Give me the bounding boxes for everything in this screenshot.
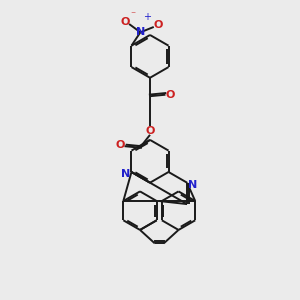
Text: O: O [166,90,175,100]
Text: O: O [146,126,155,136]
Text: N: N [188,180,197,190]
Text: O: O [153,20,163,30]
Text: +: + [143,12,151,22]
Text: ⁻: ⁻ [131,11,136,21]
Text: O: O [116,140,125,150]
Text: N: N [136,27,145,37]
Text: N: N [122,169,131,179]
Text: O: O [121,17,130,27]
